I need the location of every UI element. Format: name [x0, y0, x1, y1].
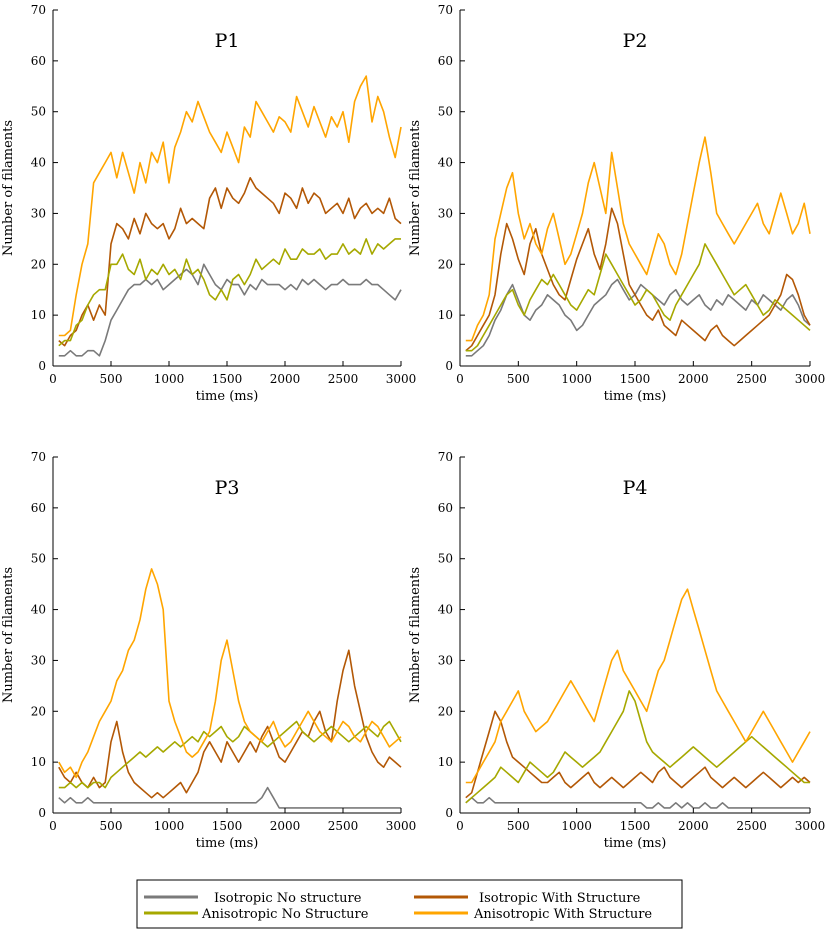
legend-label-isotropic-no-structure: Isotropic No structure — [214, 891, 362, 906]
y-tick-label-p2: 20 — [438, 257, 453, 271]
x-tick-label-p3: 3000 — [386, 819, 417, 833]
series-anisotropic-no-structure-p3 — [58, 720, 402, 789]
y-tick-label-p1: 60 — [31, 54, 46, 68]
x-tick-label-p4: 1000 — [561, 819, 592, 833]
y-tick-label-p1: 70 — [31, 3, 46, 17]
x-tick-label-p3: 0 — [49, 819, 57, 833]
x-tick-label-p4: 500 — [507, 819, 530, 833]
panel-p1: 0 500 1000 1500 2000 2500 3000 0 10 20 30 40 50 60 70 P… — [1, 3, 416, 404]
y-tick-label-p3: 0 — [38, 806, 46, 820]
x-tick-label-p2: 1000 — [561, 372, 592, 386]
legend-label-isotropic-with-structure: Isotropic With Structure — [479, 891, 641, 906]
series-isotropic-no-structure-p1 — [58, 263, 402, 357]
y-tick-label-p1: 10 — [31, 308, 46, 322]
x-axis-label-p1: time (ms) — [196, 389, 259, 404]
x-tick-label-p4: 1500 — [620, 819, 651, 833]
series-anisotropic-no-structure-p4 — [465, 690, 810, 804]
x-tick-label-p4: 3000 — [795, 819, 826, 833]
x-tick-label-p2: 2500 — [736, 372, 767, 386]
series-anisotropic-with-structure-p2 — [465, 136, 811, 342]
x-tick-label-p1: 1000 — [154, 372, 185, 386]
panel-title-p1: P1 — [215, 30, 240, 52]
x-tick-label-p2: 500 — [507, 372, 530, 386]
y-axis-label-p3: Number of filaments — [1, 567, 16, 703]
series-anisotropic-with-structure-p4 — [465, 588, 811, 784]
series-anisotropic-no-structure-p2 — [465, 243, 811, 352]
x-axis-label-p2: time (ms) — [604, 389, 667, 404]
y-tick-label-p1: 30 — [31, 206, 46, 220]
y-tick-label-p2: 50 — [438, 105, 453, 119]
y-tick-label-p2: 70 — [438, 3, 453, 17]
y-tick-label-p3: 20 — [31, 704, 46, 718]
x-tick-label-p2: 1500 — [620, 372, 651, 386]
y-tick-label-p3: 30 — [31, 653, 46, 667]
y-tick-label-p1: 20 — [31, 257, 46, 271]
y-axis-label-p4: Number of filaments — [408, 567, 423, 703]
x-tick-label-p4: 0 — [456, 819, 464, 833]
y-tick-label-p3: 70 — [31, 450, 46, 464]
x-tick-label-p1: 2000 — [270, 372, 301, 386]
legend-box — [136, 879, 683, 929]
y-axis-label-p2: Number of filaments — [408, 120, 423, 256]
y-tick-label-p2: 40 — [438, 156, 453, 170]
x-tick-label-p2: 2000 — [678, 372, 709, 386]
x-tick-label-p3: 1000 — [154, 819, 185, 833]
x-tick-label-p2: 3000 — [795, 372, 826, 386]
series-anisotropic-no-structure-p1 — [58, 238, 401, 347]
series-anisotropic-with-structure-p1 — [58, 75, 402, 337]
y-tick-label-p2: 30 — [438, 206, 453, 220]
x-tick-label-p3: 2000 — [270, 819, 301, 833]
y-tick-label-p2: 60 — [438, 54, 453, 68]
x-tick-label-p1: 1500 — [212, 372, 243, 386]
y-tick-label-p4: 50 — [438, 552, 453, 566]
x-tick-label-p3: 2500 — [328, 819, 359, 833]
legend: Isotropic No structure Isotropic With St… — [136, 879, 683, 929]
y-tick-label-p3: 60 — [31, 501, 46, 515]
x-tick-label-p3: 500 — [100, 819, 123, 833]
y-axis-label-p1: Number of filaments — [1, 120, 16, 256]
y-tick-label-p1: 50 — [31, 105, 46, 119]
series-isotropic-with-structure-p1 — [58, 177, 402, 347]
panel-p3: 0 500 1000 1500 2000 2500 3000 0 10 20 30 40 50 60 70 P… — [1, 450, 416, 851]
x-tick-label-p2: 0 — [456, 372, 464, 386]
x-tick-label-p3: 1500 — [212, 819, 243, 833]
y-tick-label-p1: 40 — [31, 156, 46, 170]
y-tick-label-p3: 10 — [31, 755, 46, 769]
y-tick-label-p4: 10 — [438, 755, 453, 769]
series-isotropic-no-structure-p3 — [58, 786, 401, 809]
panel-p2: 0 500 1000 1500 2000 2500 3000 0 10 20 30 40 50 60 70 P… — [408, 3, 825, 404]
legend-label-anisotropic-with-structure: Anisotropic With Structure — [473, 907, 652, 922]
series-isotropic-with-structure-p4 — [465, 710, 811, 799]
panel-p4: 0 500 1000 1500 2000 2500 3000 0 10 20 30 40 50 60 70 P… — [408, 450, 825, 851]
x-tick-label-p4: 2500 — [736, 819, 767, 833]
panel-title-p4: P4 — [623, 477, 648, 499]
y-tick-label-p4: 30 — [438, 653, 453, 667]
legend-label-anisotropic-no-structure: Anisotropic No Structure — [201, 907, 369, 922]
x-axis-label-p3: time (ms) — [196, 836, 259, 851]
x-axis-label-p4: time (ms) — [604, 836, 667, 851]
x-tick-label-p1: 3000 — [386, 372, 417, 386]
series-isotropic-with-structure-p2 — [465, 207, 811, 352]
series-isotropic-no-structure-p2 — [465, 278, 811, 357]
y-tick-label-p4: 70 — [438, 450, 453, 464]
x-tick-label-p1: 500 — [100, 372, 123, 386]
panel-title-p3: P3 — [215, 477, 240, 499]
series-anisotropic-with-structure-p3 — [58, 568, 402, 779]
series-isotropic-no-structure-p4 — [465, 796, 810, 809]
x-tick-label-p1: 2500 — [328, 372, 359, 386]
y-tick-label-p4: 0 — [445, 806, 453, 820]
y-tick-label-p4: 20 — [438, 704, 453, 718]
y-tick-label-p4: 40 — [438, 603, 453, 617]
y-tick-label-p2: 0 — [445, 359, 453, 373]
x-tick-label-p1: 0 — [49, 372, 57, 386]
series-isotropic-with-structure-p3 — [58, 649, 402, 799]
y-tick-label-p4: 60 — [438, 501, 453, 515]
panel-title-p2: P2 — [623, 30, 648, 52]
x-tick-label-p4: 2000 — [678, 819, 709, 833]
y-tick-label-p3: 50 — [31, 552, 46, 566]
y-tick-label-p2: 10 — [438, 308, 453, 322]
y-tick-label-p3: 40 — [31, 603, 46, 617]
y-tick-label-p1: 0 — [38, 359, 46, 373]
